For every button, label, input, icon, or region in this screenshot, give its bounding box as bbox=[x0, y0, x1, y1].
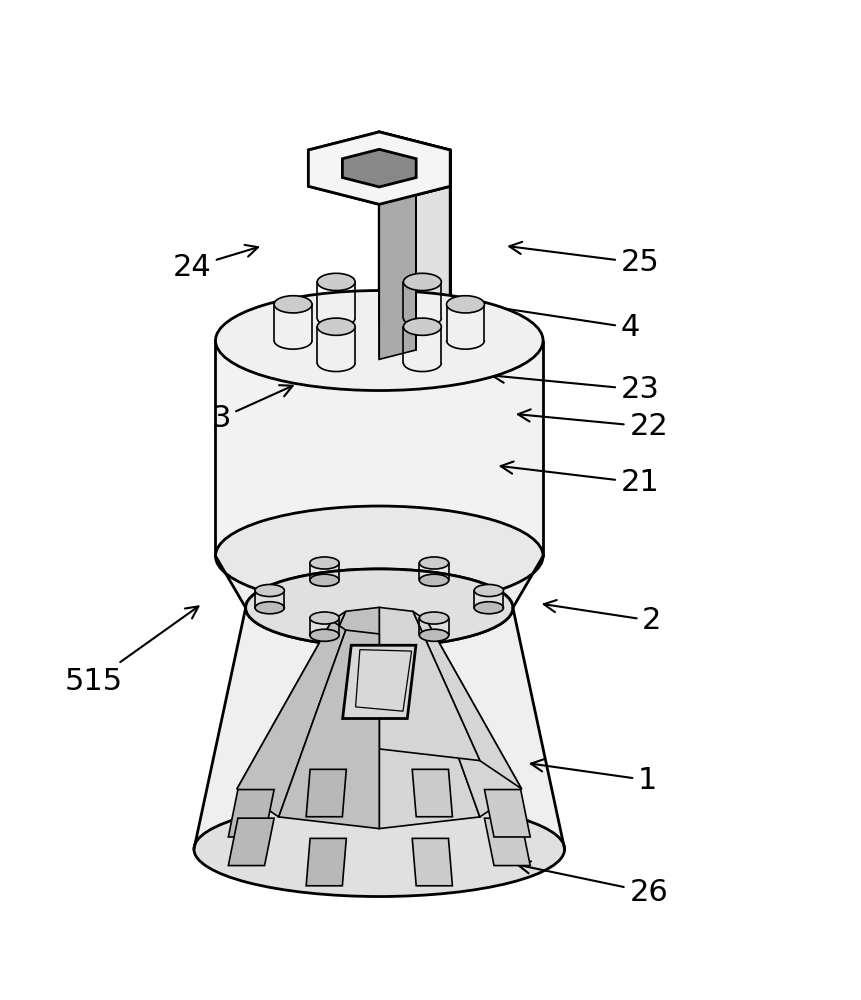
Text: 25: 25 bbox=[509, 242, 659, 277]
Text: 515: 515 bbox=[65, 606, 198, 696]
Ellipse shape bbox=[419, 612, 449, 624]
Ellipse shape bbox=[446, 296, 484, 313]
Ellipse shape bbox=[215, 506, 542, 606]
Text: 3: 3 bbox=[211, 385, 293, 433]
Text: 22: 22 bbox=[517, 409, 667, 441]
Ellipse shape bbox=[419, 557, 449, 569]
Polygon shape bbox=[215, 556, 542, 608]
Polygon shape bbox=[484, 818, 530, 866]
Polygon shape bbox=[228, 790, 274, 837]
Ellipse shape bbox=[255, 602, 284, 614]
Polygon shape bbox=[379, 178, 416, 359]
Text: 23: 23 bbox=[492, 371, 659, 404]
Text: 2: 2 bbox=[543, 600, 660, 635]
Ellipse shape bbox=[215, 291, 542, 391]
Polygon shape bbox=[306, 838, 346, 886]
Polygon shape bbox=[342, 149, 416, 187]
Ellipse shape bbox=[194, 802, 564, 897]
Ellipse shape bbox=[403, 318, 441, 335]
Text: 4: 4 bbox=[436, 294, 639, 342]
Ellipse shape bbox=[245, 569, 512, 647]
Polygon shape bbox=[412, 621, 521, 817]
Ellipse shape bbox=[419, 574, 449, 586]
Polygon shape bbox=[412, 838, 452, 886]
Ellipse shape bbox=[403, 273, 441, 291]
Polygon shape bbox=[215, 341, 542, 556]
Polygon shape bbox=[278, 607, 379, 761]
Polygon shape bbox=[278, 630, 379, 829]
Polygon shape bbox=[412, 611, 521, 789]
Polygon shape bbox=[237, 621, 345, 817]
Polygon shape bbox=[308, 132, 449, 204]
Ellipse shape bbox=[309, 574, 338, 586]
Ellipse shape bbox=[474, 602, 503, 614]
Polygon shape bbox=[379, 607, 480, 761]
Ellipse shape bbox=[317, 318, 355, 335]
Polygon shape bbox=[228, 818, 274, 866]
Polygon shape bbox=[484, 790, 530, 837]
Ellipse shape bbox=[245, 569, 512, 647]
Polygon shape bbox=[379, 186, 449, 377]
Polygon shape bbox=[379, 132, 449, 322]
Polygon shape bbox=[306, 769, 346, 817]
Text: 1: 1 bbox=[530, 759, 656, 795]
Polygon shape bbox=[194, 608, 564, 849]
Text: 26: 26 bbox=[517, 861, 667, 907]
Ellipse shape bbox=[255, 584, 284, 597]
Polygon shape bbox=[308, 132, 449, 204]
Ellipse shape bbox=[419, 629, 449, 641]
Ellipse shape bbox=[474, 584, 503, 597]
Ellipse shape bbox=[309, 557, 338, 569]
Text: 24: 24 bbox=[172, 245, 257, 282]
Polygon shape bbox=[237, 611, 345, 789]
Polygon shape bbox=[342, 149, 416, 187]
Ellipse shape bbox=[317, 273, 355, 291]
Ellipse shape bbox=[309, 612, 338, 624]
Ellipse shape bbox=[274, 296, 312, 313]
Text: 21: 21 bbox=[500, 462, 659, 497]
Ellipse shape bbox=[309, 629, 338, 641]
Polygon shape bbox=[379, 630, 480, 829]
Polygon shape bbox=[412, 769, 452, 817]
Polygon shape bbox=[342, 645, 415, 719]
